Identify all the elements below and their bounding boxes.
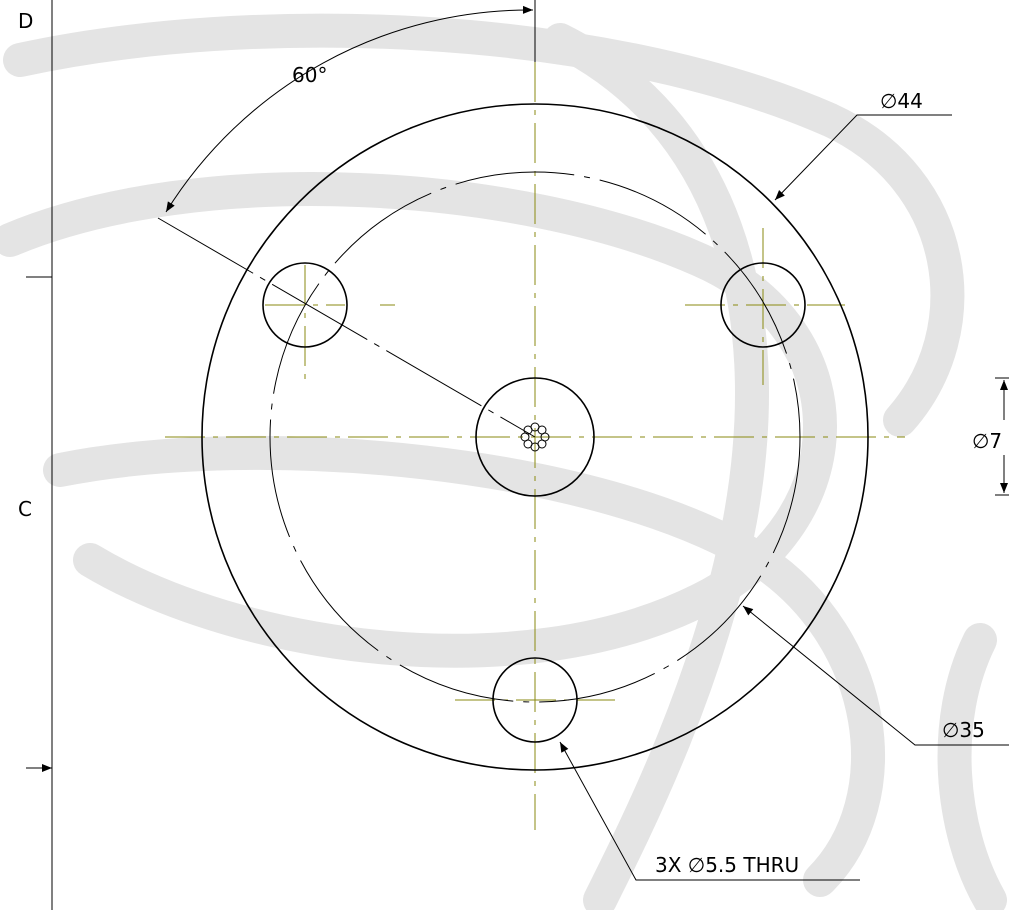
drawing: D C 60° ∅44 ∅35 3X ∅5.5 THRU ∅7 (0, 0, 1009, 910)
watermark (10, 31, 990, 900)
zone-label: C (18, 497, 32, 521)
dimension-label: 3X ∅5.5 THRU (655, 853, 799, 877)
border (26, 0, 52, 910)
dimension-label: ∅7 (972, 429, 1002, 453)
dimension-label: ∅35 (942, 718, 985, 742)
zone-label: D (18, 9, 33, 33)
dimension-label: ∅44 (880, 89, 923, 113)
angle-label: 60° (292, 63, 327, 87)
angle-dimension (158, 10, 535, 437)
